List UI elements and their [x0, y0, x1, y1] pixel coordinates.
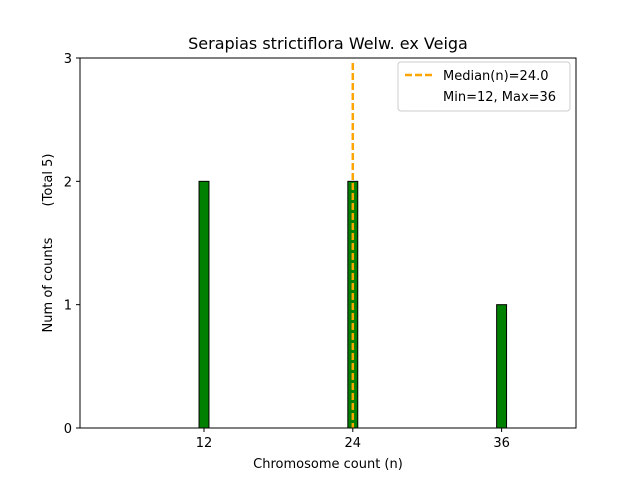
legend-frame [397, 61, 571, 112]
x-axis-label: Chromosome count (n) [253, 457, 403, 472]
x-axis: 12 24 36 [196, 428, 510, 451]
x-tick-label: 24 [345, 436, 362, 451]
y-axis: 0 1 2 3 [64, 52, 80, 437]
y-axis-total-note: (Total 5) [41, 154, 56, 207]
y-tick-label: 2 [64, 175, 72, 190]
chart-title: Serapias strictiflora Welw. ex Veiga [188, 34, 468, 53]
plot-area [80, 58, 576, 428]
y-tick-label: 3 [64, 52, 72, 67]
bar-36 [496, 304, 508, 429]
x-tick-label: 36 [493, 436, 510, 451]
y-tick-label: 0 [64, 422, 72, 437]
legend-range-label: Min=12, Max=36 [443, 90, 556, 105]
y-axis-label: Num of counts [41, 237, 56, 332]
plot-frame [79, 57, 577, 429]
legend: Median(n)=24.0 Min=12, Max=36 [397, 61, 571, 112]
y-tick-label: 1 [64, 299, 72, 314]
bar-12 [198, 180, 210, 429]
legend-median-label: Median(n)=24.0 [443, 69, 549, 84]
x-tick-label: 12 [196, 436, 213, 451]
